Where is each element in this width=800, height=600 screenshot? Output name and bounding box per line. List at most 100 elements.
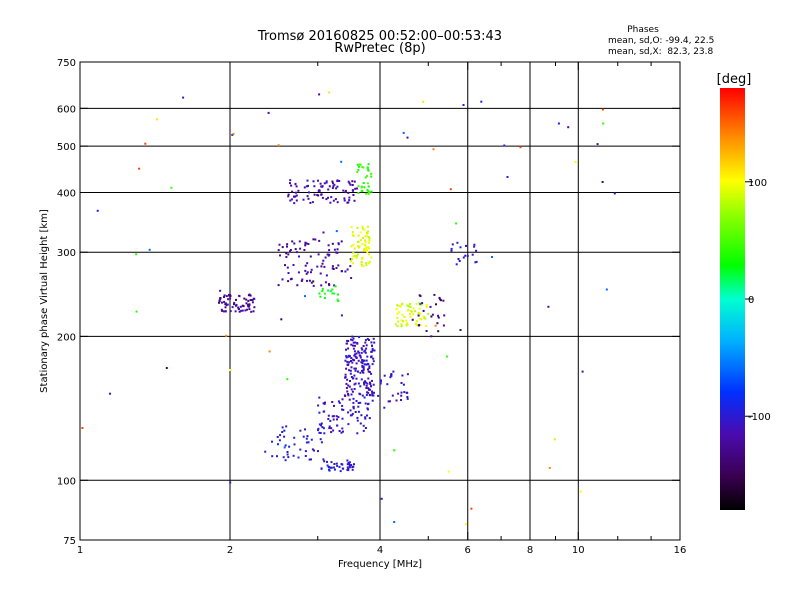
data-point [360,361,363,364]
data-point [367,408,369,411]
data-point [317,450,319,453]
data-point [348,182,351,185]
data-point [360,189,363,192]
data-point [605,288,608,291]
data-point [345,382,348,385]
data-point [567,126,570,129]
data-point [281,278,284,281]
data-point [367,370,370,373]
data-point [351,390,354,393]
data-point [318,431,321,434]
data-point [386,383,389,386]
data-point [361,359,364,361]
data-point [409,315,412,318]
data-point [437,330,440,333]
data-point [335,462,338,465]
data-point [320,265,323,268]
data-point [367,192,370,195]
data-point [220,308,223,311]
data-point [361,256,364,259]
data-point [406,396,409,398]
data-point [314,238,317,241]
data-point [344,191,347,194]
data-point [295,185,298,188]
data-point [323,402,326,405]
data-point [344,359,347,362]
data-point [359,422,362,425]
data-point [362,424,365,427]
data-point [347,469,350,472]
data-point [462,104,465,106]
colorbar-label: [deg] [717,72,752,87]
data-point [347,191,350,194]
data-point [135,310,138,313]
data-point [325,180,328,183]
data-point [331,242,334,245]
data-point [432,148,435,151]
data-point [425,324,428,327]
data-point [399,305,402,308]
data-point [422,315,425,318]
data-point [400,382,403,384]
data-point [363,359,366,362]
stats-o-mode: mean, sd,O: -99.4, 22.5 [608,36,714,46]
data-point [424,317,427,320]
data-point [406,136,409,139]
data-point [367,230,370,233]
data-point [246,308,248,311]
data-point [286,243,289,246]
data-point [221,309,224,312]
data-point [347,340,350,342]
data-point [355,356,358,359]
data-point [455,263,458,266]
data-point [422,309,425,312]
data-point [322,458,325,461]
data-point [336,251,339,254]
data-point [355,187,358,190]
data-point [373,391,375,394]
data-point [351,180,354,183]
data-point [357,165,360,168]
data-point [268,350,271,353]
data-point [356,226,359,229]
data-point [359,371,362,374]
data-point [465,244,467,247]
data-point [439,298,442,301]
data-point [234,310,237,313]
data-point [135,253,138,256]
data-point [363,249,366,252]
data-point [337,400,340,403]
data-point [313,193,316,196]
data-point [366,362,369,365]
data-point [294,183,297,186]
data-point [251,301,254,304]
data-point [248,293,251,296]
data-point [464,523,467,526]
data-point [223,295,225,298]
data-point [417,312,420,315]
data-point [367,368,369,371]
data-point [337,264,340,267]
data-point [281,431,284,433]
data-point [304,295,306,298]
y-tick-labels: 75 100 200 300 400 500 600 750 [57,58,76,547]
data-point [368,417,371,420]
data-point [557,122,560,125]
data-point [396,325,399,328]
data-point [431,313,434,316]
data-point [438,296,441,299]
data-point [321,290,324,292]
data-point [231,306,234,309]
data-point [321,426,324,429]
data-point [353,247,356,250]
data-point [361,369,363,372]
data-point [320,424,322,427]
data-point [289,250,291,253]
data-point [363,350,366,353]
data-point [229,310,232,313]
data-point [322,259,325,262]
data-point [414,310,417,313]
data-point [277,144,280,147]
data-point [325,198,328,201]
data-point [362,369,365,371]
